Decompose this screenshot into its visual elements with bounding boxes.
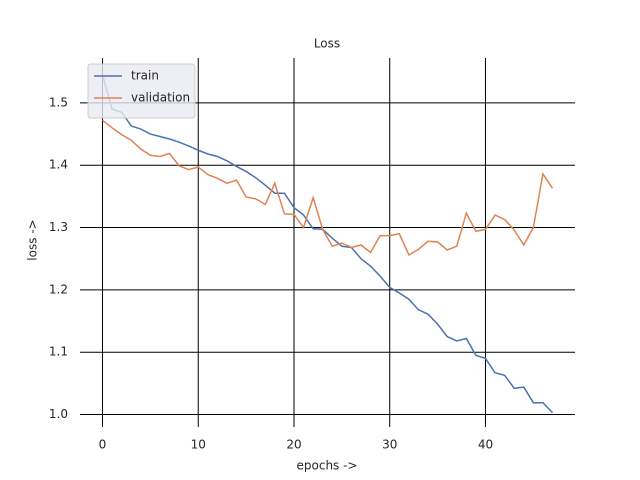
line-series bbox=[102, 119, 554, 257]
legend-label: train bbox=[131, 69, 159, 83]
y-tick-label: 1.1 bbox=[49, 345, 68, 359]
x-tick-label: 10 bbox=[191, 438, 206, 452]
y-axis-label: loss -> bbox=[26, 219, 40, 260]
x-tick-label: 40 bbox=[478, 438, 493, 452]
y-tick-label: 1.3 bbox=[49, 220, 68, 234]
y-tick-label: 1.2 bbox=[49, 282, 68, 296]
x-tick-label: 0 bbox=[99, 438, 107, 452]
y-tick-label: 1.4 bbox=[49, 158, 68, 172]
chart-title: Loss bbox=[314, 37, 340, 51]
x-tick-label: 20 bbox=[286, 438, 301, 452]
y-tick-label: 1.0 bbox=[49, 407, 68, 421]
x-axis-label: epochs -> bbox=[297, 459, 358, 473]
x-tick-label: 30 bbox=[382, 438, 397, 452]
y-tick-label: 1.5 bbox=[49, 95, 68, 109]
legend-box bbox=[87, 63, 196, 119]
legend-label: validation bbox=[131, 91, 190, 105]
line-series bbox=[101, 74, 554, 414]
